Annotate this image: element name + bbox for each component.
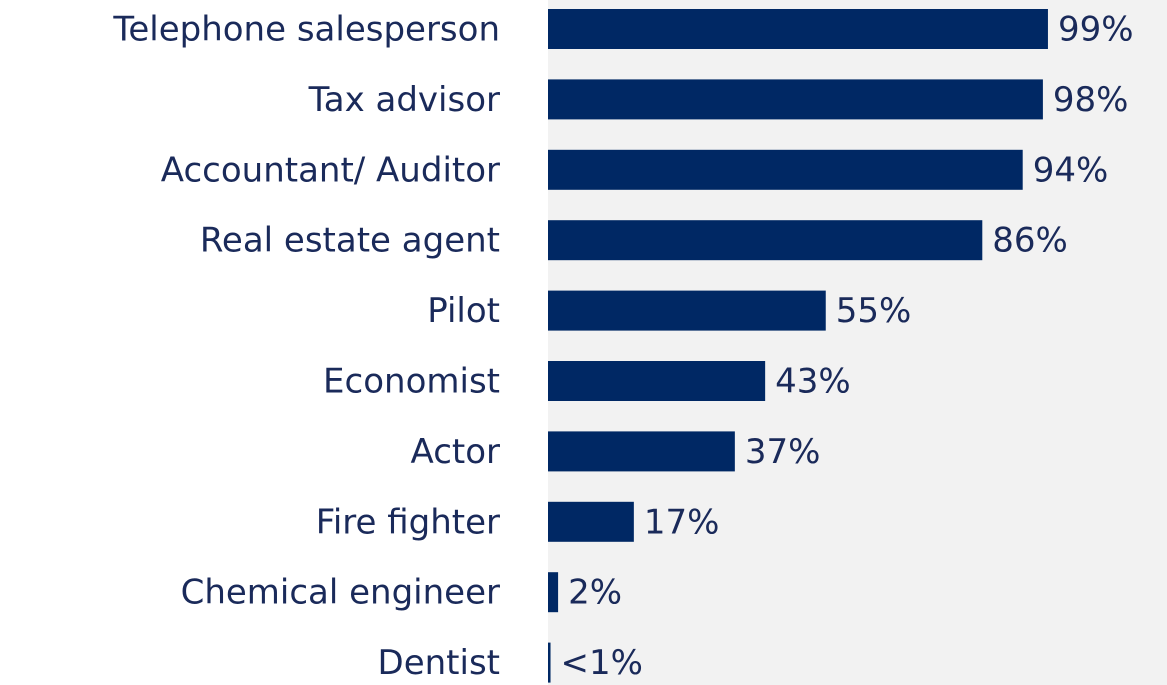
- category-label: Telephone salesperson: [112, 10, 500, 50]
- category-label: Dentist: [378, 643, 500, 683]
- category-label: Accountant/ Auditor: [161, 150, 500, 190]
- bar: [548, 431, 735, 472]
- bar: [548, 290, 826, 331]
- bar: [548, 501, 634, 542]
- value-label: <1%: [561, 643, 643, 683]
- category-label: Economist: [323, 362, 500, 402]
- bar: [548, 572, 559, 613]
- bar: [548, 149, 1023, 190]
- category-label: Pilot: [427, 291, 500, 331]
- bar: [548, 220, 983, 261]
- bar: [548, 79, 1043, 120]
- category-label: Fire fighter: [316, 502, 500, 542]
- value-label: 2%: [568, 573, 622, 613]
- value-label: 99%: [1058, 10, 1134, 50]
- bar: [548, 9, 1048, 49]
- value-label: 86%: [992, 221, 1068, 261]
- category-label: Tax advisor: [308, 80, 500, 120]
- bar: [548, 361, 766, 401]
- category-label: Real estate agent: [200, 221, 500, 261]
- value-label: 17%: [644, 502, 720, 542]
- value-label: 55%: [836, 291, 912, 331]
- bar: [548, 642, 551, 683]
- value-label: 43%: [775, 362, 851, 402]
- category-label: Actor: [411, 432, 500, 472]
- value-label: 37%: [745, 432, 821, 472]
- category-label: Chemical engineer: [181, 573, 500, 613]
- value-label: 94%: [1033, 150, 1109, 190]
- value-label: 98%: [1053, 80, 1129, 120]
